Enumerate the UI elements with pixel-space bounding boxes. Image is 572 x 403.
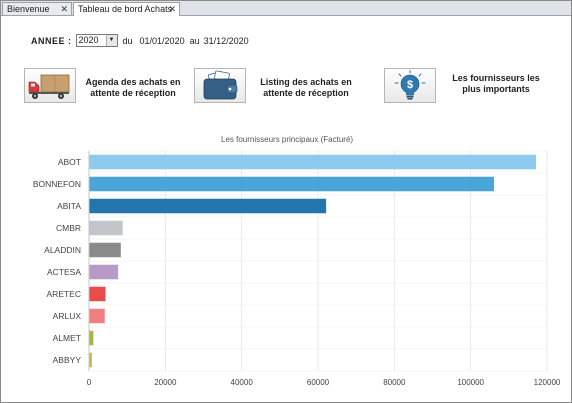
- x-tick-label: 80000: [383, 378, 406, 387]
- fournisseurs-importants-button[interactable]: $: [384, 68, 436, 103]
- category-label: BONNEFON: [33, 179, 81, 189]
- category-label: ABBYY: [53, 355, 82, 365]
- date-from: 01/01/2020: [139, 35, 185, 46]
- category-label: ACTESA: [47, 267, 81, 277]
- tab-label: Tableau de bord Achats: [78, 4, 173, 14]
- au-label: au: [189, 35, 200, 46]
- x-tick-label: 120000: [534, 378, 561, 387]
- year-label: ANNEE :: [31, 35, 72, 46]
- close-icon[interactable]: ✕: [168, 4, 176, 14]
- category-label: CMBR: [56, 223, 81, 233]
- du-label: du: [122, 35, 133, 46]
- year-select[interactable]: 2020 ▼: [75, 34, 118, 47]
- tab-bar: Bienvenue ✕ Tableau de bord Achats ✕: [1, 1, 571, 16]
- tab-bienvenue[interactable]: Bienvenue ✕: [2, 2, 72, 15]
- svg-text:$: $: [407, 79, 413, 91]
- tab-label: Bienvenue: [7, 4, 50, 14]
- category-label: ALMET: [53, 333, 81, 343]
- period-filter: ANNEE : 2020 ▼ du 01/01/2020 au 31/12/20…: [31, 34, 249, 47]
- tab-tableau-de-bord-achats[interactable]: Tableau de bord Achats ✕: [73, 2, 180, 16]
- close-icon[interactable]: ✕: [60, 4, 68, 14]
- wallet-icon: [203, 70, 238, 100]
- x-tick-label: 40000: [231, 378, 254, 387]
- category-label: ABOT: [58, 157, 81, 167]
- category-label: ARETEC: [47, 289, 81, 299]
- bar-bonnefon[interactable]: [89, 176, 495, 192]
- chevron-down-icon[interactable]: ▼: [105, 35, 117, 46]
- bar-arlux[interactable]: [89, 308, 105, 324]
- year-value: 2020: [78, 35, 99, 45]
- category-label: ABITA: [57, 201, 81, 211]
- bar-abita[interactable]: [89, 198, 327, 214]
- chart-title: Les fournisseurs principaux (Facturé): [221, 135, 354, 144]
- bar-aretec[interactable]: [89, 286, 106, 302]
- listing-achats-label[interactable]: Listing des achats en attente de récepti…: [260, 77, 352, 98]
- category-label: ALADDIN: [44, 245, 81, 255]
- agenda-achats-label[interactable]: Agenda des achats en attente de réceptio…: [85, 77, 181, 98]
- agenda-achats-button[interactable]: [24, 68, 76, 103]
- bar-actesa[interactable]: [89, 264, 119, 280]
- lightbulb-dollar-icon: $: [394, 70, 426, 100]
- x-tick-label: 0: [87, 378, 92, 387]
- bar-cmbr[interactable]: [89, 220, 123, 236]
- x-tick-label: 20000: [154, 378, 177, 387]
- category-label: ARLUX: [53, 311, 82, 321]
- listing-achats-button[interactable]: [194, 68, 246, 103]
- delivery-truck-icon: [28, 74, 70, 99]
- fournisseurs-importants-label[interactable]: Les fournisseurs les plus importants: [452, 73, 540, 94]
- bar-almet[interactable]: [89, 330, 94, 346]
- date-to: 31/12/2020: [203, 35, 249, 46]
- x-tick-label: 100000: [457, 378, 484, 387]
- x-tick-label: 60000: [307, 378, 330, 387]
- bar-aladdin[interactable]: [89, 242, 121, 258]
- bar-abbyy[interactable]: [89, 352, 92, 368]
- bar-abot[interactable]: [89, 154, 537, 170]
